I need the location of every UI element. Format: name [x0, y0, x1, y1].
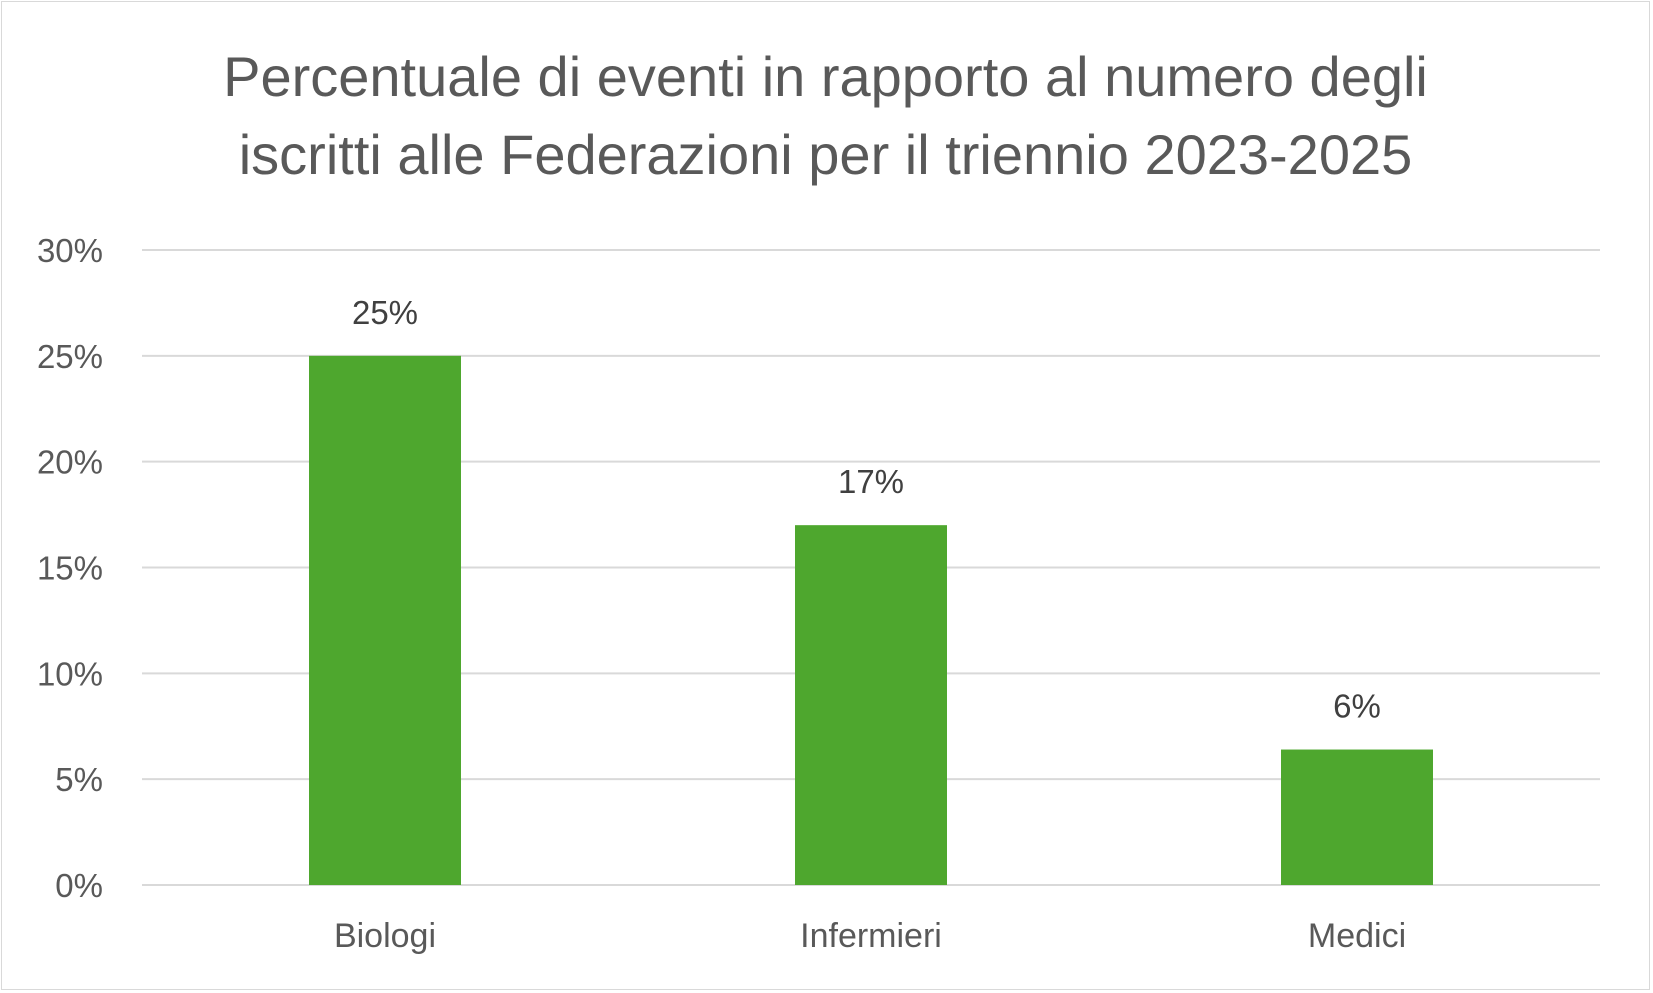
y-tick-label: 0%: [55, 867, 103, 904]
category-label: Biologi: [334, 917, 436, 955]
y-tick-label: 10%: [37, 655, 103, 692]
bar: [1281, 749, 1433, 885]
y-tick-label: 5%: [55, 761, 103, 798]
data-label: 6%: [1333, 688, 1381, 725]
bar: [795, 525, 947, 885]
y-tick-label: 15%: [37, 550, 103, 587]
y-tick-label: 20%: [37, 444, 103, 481]
category-label: Infermieri: [800, 917, 942, 955]
x-axis-labels: Biologi Infermieri Medici: [334, 917, 1406, 955]
bars: [309, 355, 1433, 885]
category-label: Medici: [1308, 917, 1406, 955]
data-label: 25%: [352, 294, 418, 331]
y-axis-ticks: 0% 5% 10% 15% 20% 25% 30%: [37, 232, 103, 904]
data-labels: 25% 17% 6%: [352, 294, 1381, 725]
bar: [309, 355, 461, 885]
data-label: 17%: [838, 463, 904, 500]
y-tick-label: 25%: [37, 338, 103, 375]
y-tick-label: 30%: [37, 232, 103, 269]
chart-title: Percentuale di eventi in rapporto al num…: [223, 45, 1428, 186]
